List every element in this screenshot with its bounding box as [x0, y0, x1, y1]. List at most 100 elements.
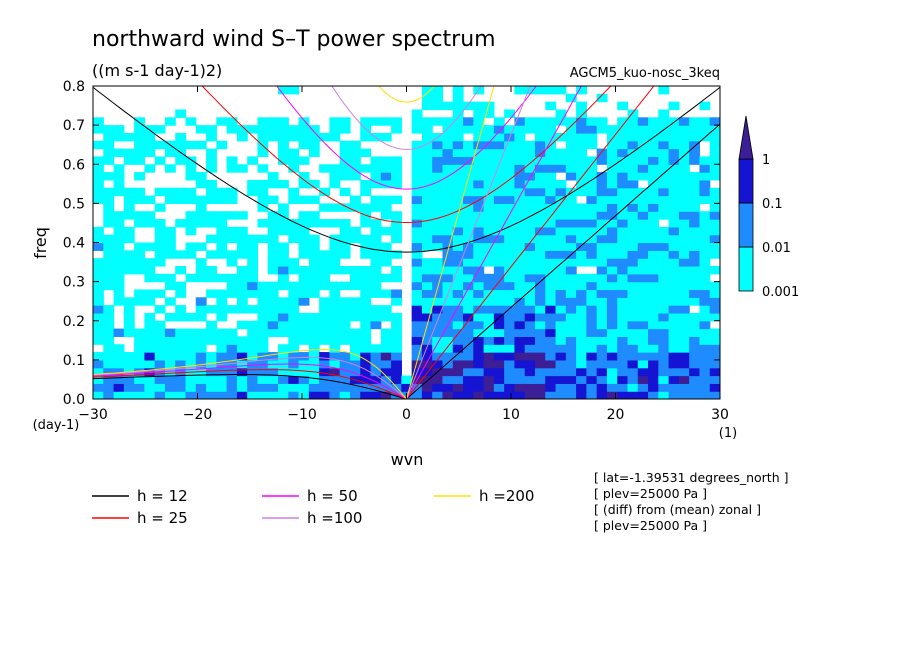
heat-cell: [206, 234, 217, 244]
y-axis: 0.00.10.20.30.40.50.60.70.8: [63, 79, 720, 408]
heat-cell: [668, 273, 680, 283]
heat-cell: [267, 219, 279, 228]
heat-cell: [339, 320, 351, 330]
heat-cell: [216, 336, 228, 345]
heat-cell: [329, 391, 341, 399]
heat-cell: [123, 156, 135, 165]
heat-cell: [164, 273, 176, 283]
heat-cell: [555, 109, 567, 118]
heat-cell: [627, 273, 639, 283]
heat-cell: [627, 132, 639, 142]
heat-cell: [565, 391, 577, 399]
heat-cell: [524, 179, 536, 189]
heat-cell: [648, 203, 659, 212]
heat-cell: [175, 156, 187, 165]
heat-cell: [411, 328, 423, 337]
heat-cell: [308, 328, 320, 337]
heat-cell: [658, 328, 670, 337]
heat-cell: [236, 164, 248, 173]
heat-cell: [668, 148, 680, 158]
heat-cell: [391, 352, 402, 361]
heat-cell: [565, 132, 577, 142]
heat-cell: [586, 289, 598, 298]
heat-cell: [668, 383, 680, 392]
heat-cell: [226, 211, 238, 220]
heat-cell: [493, 156, 505, 165]
heat-cell: [164, 234, 176, 244]
heat-cell: [637, 359, 649, 369]
heat-cell: [185, 140, 197, 150]
heat-cell: [452, 320, 464, 330]
heat-cell: [360, 179, 372, 189]
heat-cell: [658, 140, 670, 150]
heat-cell: [185, 156, 197, 165]
heat-cell: [267, 226, 279, 236]
heat-cell: [648, 140, 659, 150]
heat-cell: [432, 258, 444, 267]
heat-cell: [473, 352, 485, 361]
heat-cell: [658, 203, 670, 212]
dispersion-curves: [93, 86, 720, 399]
heat-cell: [185, 211, 197, 220]
heat-cell: [452, 156, 464, 165]
heat-cell: [339, 140, 351, 150]
heat-cell: [576, 297, 587, 306]
heat-cell: [216, 289, 228, 298]
heat-cell: [175, 289, 187, 298]
heat-cell: [576, 117, 587, 126]
heat-cell: [452, 328, 464, 337]
heat-cell: [154, 187, 166, 197]
heat-cell: [319, 359, 331, 369]
heat-cell: [113, 359, 125, 369]
heat-cell: [298, 211, 310, 220]
heat-cell: [658, 320, 670, 330]
heat-cell: [391, 211, 402, 220]
heat-cell: [668, 211, 680, 220]
heat-cell: [514, 164, 526, 173]
heat-cell: [288, 86, 300, 95]
heat-cell: [308, 132, 320, 142]
heat-cell: [103, 132, 115, 142]
heat-cell: [164, 328, 176, 337]
heat-cell: [709, 281, 720, 291]
heat-cell: [442, 195, 454, 204]
heat-cell: [123, 148, 135, 158]
heat-cell: [648, 226, 659, 236]
heat-cell: [411, 250, 423, 259]
heat-cell: [524, 164, 536, 173]
heat-cell: [648, 367, 659, 377]
heat-cell: [391, 226, 402, 236]
heat-cell: [586, 250, 598, 259]
heat-cell: [514, 344, 526, 353]
heat-cell: [637, 297, 649, 306]
heat-cell: [576, 203, 587, 212]
heat-cell: [514, 250, 526, 259]
heat-cell: [349, 195, 361, 204]
heat-cell: [288, 305, 300, 314]
heat-cell: [689, 172, 701, 181]
heat-cell: [329, 281, 341, 291]
heat-cell: [586, 156, 598, 165]
heat-cell: [432, 336, 444, 345]
heat-cell: [93, 273, 104, 283]
heat-cell: [278, 328, 289, 337]
heat-cell: [339, 125, 351, 134]
heat-cell: [154, 352, 166, 361]
heat-cell: [164, 242, 176, 251]
heat-cell: [123, 297, 135, 306]
heat-cell: [267, 281, 279, 291]
heat-cell: [421, 93, 433, 103]
heat-cell: [596, 242, 608, 251]
heat-cell: [627, 352, 639, 361]
heat-cell: [226, 187, 238, 197]
heat-cell: [576, 336, 587, 345]
heat-cell: [555, 148, 567, 158]
heat-cell: [411, 273, 423, 283]
heat-cell: [247, 265, 259, 275]
heat-cell: [329, 164, 341, 173]
heat-cell: [134, 289, 145, 298]
heat-cell: [452, 140, 464, 150]
heat-cell: [421, 164, 433, 173]
heat-cell: [421, 305, 433, 314]
heat-cell: [514, 359, 526, 369]
